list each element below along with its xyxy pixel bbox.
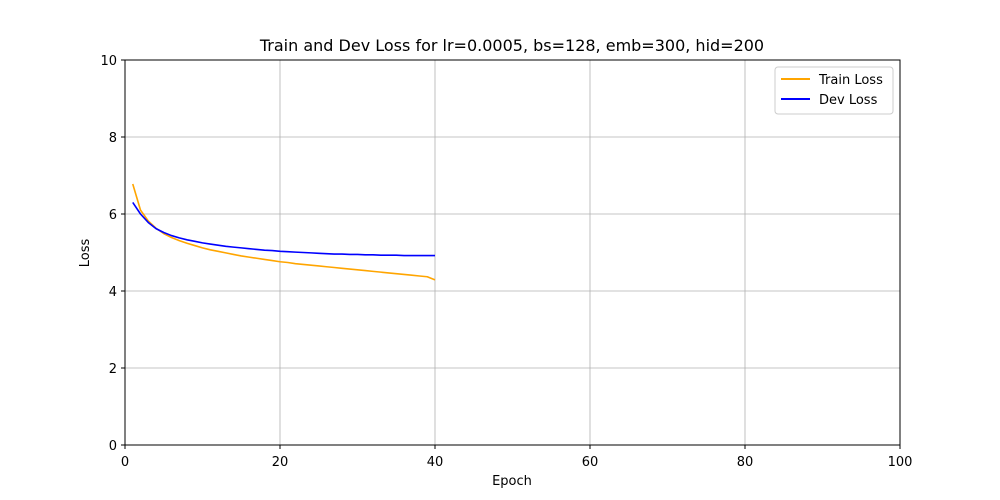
legend-label-train: Train Loss [818, 73, 883, 88]
plot-frame [124, 59, 901, 446]
y-tick-label: 6 [109, 208, 117, 223]
x-tick-label: 20 [272, 455, 289, 470]
x-axis-ticks: 0 20 40 60 80 100 [121, 445, 913, 470]
legend: Train Loss Dev Loss [774, 66, 894, 115]
x-axis-label: Epoch [492, 474, 532, 489]
y-tick-label: 4 [109, 285, 117, 300]
x-tick-label: 100 [888, 455, 913, 470]
chart-title: Train and Dev Loss for lr=0.0005, bs=128… [259, 36, 764, 55]
train-loss-line [131, 183, 436, 281]
x-tick-label: 80 [737, 455, 754, 470]
dev-loss-line [132, 202, 435, 257]
y-axis-label: Loss [78, 239, 93, 268]
y-tick-label: 2 [109, 362, 117, 377]
y-tick-label: 0 [109, 439, 117, 454]
series-layer [131, 183, 436, 281]
x-tick-label: 40 [427, 455, 444, 470]
x-tick-label: 0 [121, 455, 129, 470]
y-tick-label: 10 [100, 54, 117, 69]
y-tick-label: 8 [109, 131, 117, 146]
y-axis-ticks: 0 2 4 6 8 10 [100, 54, 125, 454]
x-tick-label: 60 [582, 455, 599, 470]
legend-label-dev: Dev Loss [819, 93, 878, 108]
